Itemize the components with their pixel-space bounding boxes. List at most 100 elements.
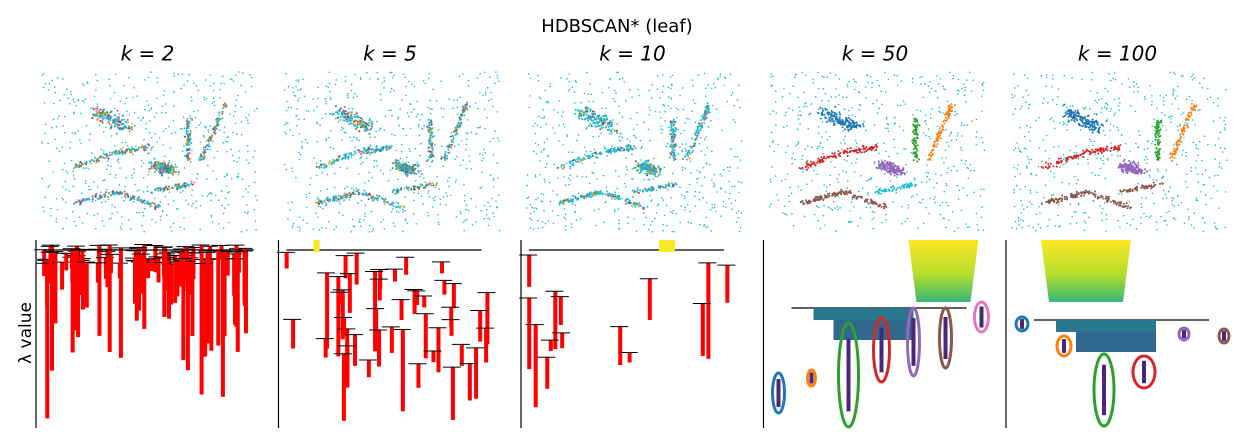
- noise-point: [375, 130, 377, 133]
- noise-point: [964, 163, 967, 165]
- noise-point: [102, 131, 105, 133]
- noise-point: [689, 160, 692, 163]
- cluster-point: [187, 157, 190, 160]
- noise-point: [629, 117, 632, 120]
- noise-point: [774, 101, 777, 103]
- cluster-point: [315, 201, 318, 204]
- leaf-bar: [142, 244, 147, 329]
- cluster-point: [658, 173, 661, 176]
- cluster-point: [558, 203, 561, 206]
- noise-point: [235, 99, 238, 101]
- noise-point: [740, 181, 743, 184]
- noise-point: [446, 180, 449, 182]
- cluster-point: [584, 110, 587, 113]
- noise-point: [100, 201, 103, 204]
- noise-point: [659, 117, 662, 119]
- noise-point: [442, 116, 444, 119]
- noise-point: [701, 119, 703, 121]
- cluster-point: [222, 107, 225, 110]
- noise-point: [738, 181, 740, 183]
- noise-point: [173, 72, 175, 75]
- noise-point: [845, 96, 848, 99]
- cluster-point: [347, 113, 350, 116]
- noise-point: [246, 212, 248, 215]
- noise-point: [621, 136, 623, 139]
- noise-point: [730, 202, 733, 205]
- noise-point: [665, 204, 668, 207]
- noise-point: [402, 73, 405, 76]
- noise-point: [723, 84, 726, 87]
- cluster-point: [358, 116, 361, 119]
- cluster-point: [214, 128, 217, 131]
- leaf-bar: [225, 251, 230, 276]
- noise-point: [648, 113, 651, 116]
- cluster-point: [432, 184, 435, 187]
- cluster-point: [187, 154, 190, 157]
- noise-point: [383, 227, 386, 230]
- noise-point: [568, 151, 570, 153]
- noise-point: [331, 113, 334, 116]
- noise-point: [245, 117, 247, 119]
- cluster-point: [654, 175, 657, 178]
- noise-point: [57, 117, 59, 120]
- noise-point: [351, 187, 353, 189]
- cluster-point: [605, 190, 608, 193]
- cluster-point: [667, 183, 670, 186]
- cluster-point: [128, 129, 131, 132]
- noise-point: [564, 228, 567, 231]
- cluster-point: [414, 167, 417, 170]
- noise-point: [495, 206, 498, 209]
- noise-point: [332, 147, 335, 150]
- noise-point: [668, 126, 670, 129]
- cluster-point: [644, 163, 647, 166]
- cluster-point: [447, 148, 450, 151]
- cluster-point: [671, 148, 674, 151]
- noise-point: [670, 197, 673, 199]
- noise-point: [285, 168, 288, 171]
- noise-point: [77, 99, 80, 101]
- noise-point: [209, 148, 212, 151]
- cluster-point: [581, 110, 584, 113]
- noise-point: [549, 200, 552, 203]
- noise-point: [197, 109, 199, 112]
- noise-point: [558, 140, 560, 142]
- noise-point: [456, 155, 458, 158]
- noise-point: [427, 211, 429, 214]
- leaf-bar: [439, 261, 444, 274]
- cluster-point: [129, 196, 132, 199]
- cluster-point: [581, 118, 584, 121]
- noise-point: [662, 85, 665, 87]
- noise-point: [285, 109, 288, 112]
- cluster-point: [464, 107, 467, 110]
- cluster-point: [116, 152, 119, 155]
- noise-point: [962, 83, 965, 86]
- noise-point: [72, 185, 74, 188]
- noise-point: [680, 132, 682, 135]
- cluster-point: [371, 196, 374, 199]
- noise-point: [83, 101, 85, 103]
- noise-point: [574, 80, 577, 82]
- cluster-point: [157, 204, 160, 207]
- cluster-point: [353, 124, 356, 127]
- noise-point: [339, 166, 342, 169]
- cluster-point: [454, 133, 457, 136]
- noise-point: [921, 75, 924, 78]
- noise-point: [293, 94, 296, 97]
- noise-point: [569, 179, 572, 182]
- noise-point: [139, 119, 142, 122]
- cluster-point: [626, 148, 629, 151]
- noise-point: [605, 107, 607, 109]
- cluster-point: [688, 149, 691, 152]
- noise-point: [854, 170, 856, 173]
- cluster-point: [668, 156, 671, 159]
- noise-point: [859, 217, 862, 219]
- noise-point: [399, 157, 402, 160]
- noise-point: [773, 150, 775, 153]
- noise-point: [247, 113, 250, 116]
- noise-point: [49, 215, 52, 217]
- noise-point: [104, 200, 107, 203]
- noise-point: [146, 152, 149, 155]
- noise-point: [73, 111, 75, 113]
- noise-point: [834, 96, 837, 98]
- noise-point: [900, 222, 903, 225]
